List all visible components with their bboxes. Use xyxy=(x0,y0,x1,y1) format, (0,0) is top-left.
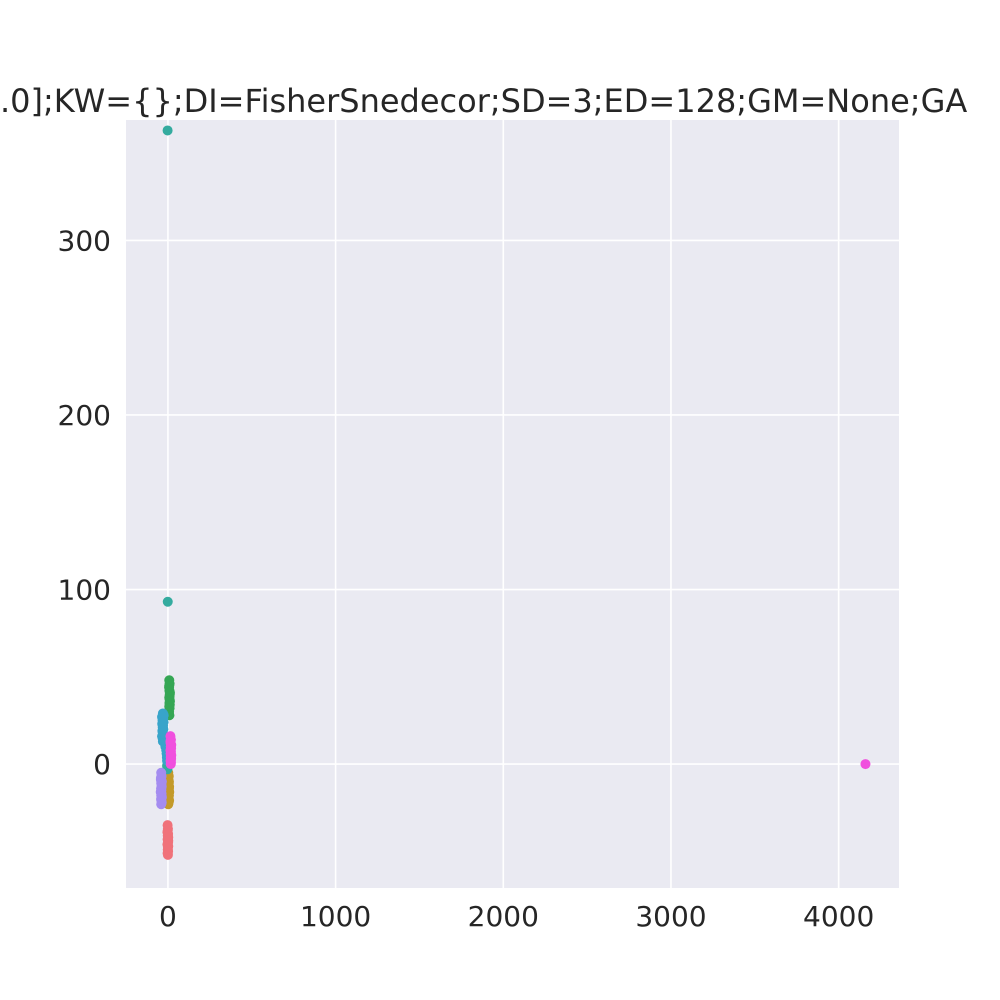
data-point xyxy=(162,825,173,836)
x-tick-label: 2000 xyxy=(468,900,539,933)
data-point xyxy=(156,799,167,810)
data-point xyxy=(155,774,166,785)
data-point xyxy=(164,680,175,691)
y-tick-label: 200 xyxy=(58,399,111,432)
x-tick-label: 4000 xyxy=(803,900,874,933)
data-point xyxy=(165,736,176,747)
x-tick-label: 1000 xyxy=(300,900,371,933)
data-point xyxy=(163,835,174,846)
y-tick-label: 0 xyxy=(93,748,111,781)
chart-title: .0];KW={};DI=FisherSnedecor;SD=3;ED=128;… xyxy=(0,82,967,120)
x-tick-label: 3000 xyxy=(635,900,706,933)
y-tick-label: 300 xyxy=(58,224,111,257)
data-point xyxy=(162,125,173,136)
plot-area xyxy=(126,120,899,888)
data-points xyxy=(155,125,871,860)
y-axis-ticks: 0 100 200 300 xyxy=(58,224,111,781)
data-point xyxy=(162,596,173,607)
data-point xyxy=(165,759,176,770)
grid xyxy=(126,120,899,888)
data-point xyxy=(860,759,871,770)
y-tick-label: 100 xyxy=(58,574,111,607)
x-tick-label: 0 xyxy=(159,900,177,933)
data-point xyxy=(162,849,173,860)
x-axis-ticks: 0 1000 2000 3000 4000 xyxy=(159,900,874,933)
